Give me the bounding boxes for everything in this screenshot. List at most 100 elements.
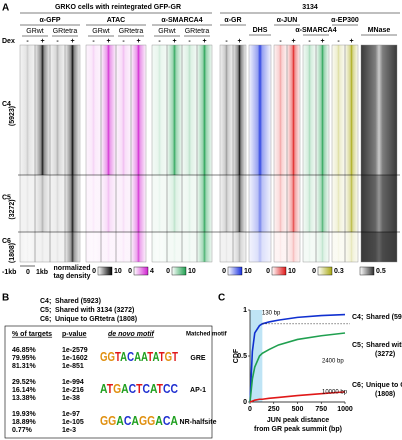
- dex-sign: -: [158, 38, 161, 45]
- dex-sign: +: [172, 38, 176, 45]
- heatmap: [233, 232, 246, 262]
- heatmap: [35, 45, 50, 175]
- heatmap-frame: [286, 44, 301, 263]
- heatmap: [249, 45, 271, 175]
- heatmap-frame: [344, 44, 359, 263]
- x-tick-label: 750: [315, 406, 327, 413]
- y-tick-label: 1: [243, 307, 247, 314]
- heatmap: [65, 175, 80, 232]
- heatmap: [233, 45, 246, 175]
- density-label: normalized: [54, 265, 91, 272]
- heatmap: [197, 232, 212, 262]
- y-tick-label: 0.5: [237, 353, 247, 360]
- series-name: Unique to GRtetra: [366, 382, 402, 389]
- heatmap: [50, 232, 65, 262]
- p-value: 1e-216: [62, 387, 84, 394]
- heatmap: [197, 175, 212, 232]
- dex-sign: +: [40, 38, 44, 45]
- heatmap: [86, 232, 101, 262]
- right-title: 3134: [302, 4, 318, 11]
- dex-sign: +: [202, 38, 206, 45]
- group-label: α-GFP: [39, 17, 60, 24]
- group-label: α-GR: [224, 17, 241, 24]
- heatmap: [167, 45, 182, 175]
- dex-sign: -: [92, 38, 95, 45]
- heatmap: [167, 232, 182, 262]
- colorbar-max: 4: [150, 268, 154, 275]
- heatmap: [332, 175, 345, 232]
- sample-label: GRwt: [92, 28, 110, 35]
- heatmap: [116, 45, 131, 175]
- heatmap: [101, 175, 116, 232]
- heatmap: [345, 232, 358, 262]
- colorbar-max: 10: [288, 268, 296, 275]
- heatmap: [131, 175, 146, 232]
- dex-sign: +: [136, 38, 140, 45]
- sample-label: GRwt: [26, 28, 44, 35]
- group-label: MNase: [368, 27, 391, 34]
- heatmap: [361, 45, 397, 175]
- heatmap: [35, 175, 50, 232]
- table-frame: [4, 325, 213, 439]
- dex-sign: +: [237, 38, 241, 45]
- heatmap: [287, 232, 300, 262]
- p-value: 1e-2579: [62, 347, 88, 354]
- heatmap: [220, 175, 233, 232]
- sample-label: GRtetra: [53, 28, 78, 35]
- heatmap: [152, 45, 167, 175]
- heatmap: [131, 45, 146, 175]
- heatmap: [101, 45, 116, 175]
- heatmap: [287, 45, 300, 175]
- heatmap: [361, 175, 397, 232]
- cluster-id: C5: [2, 194, 11, 201]
- heatmap: [20, 45, 35, 175]
- axis-label: 1kb: [36, 269, 48, 276]
- colorbar-min: 0: [266, 268, 270, 275]
- cdf-line: [249, 313, 346, 403]
- series-name: Shared with 3134: [366, 342, 402, 349]
- heatmap-frame: [196, 44, 213, 263]
- heatmap-frame: [232, 44, 247, 263]
- colorbar-min: 0: [312, 268, 316, 275]
- sample-label: GRwt: [158, 28, 176, 35]
- legend-id: C6;: [40, 316, 51, 323]
- target-pct: 29.52%: [12, 379, 37, 386]
- panel-label: C: [218, 293, 225, 304]
- colorbar-max: 0.3: [334, 268, 344, 275]
- legend-label: Shared with 3134 (3272): [55, 307, 134, 314]
- colorbar-max: 0.5: [376, 268, 386, 275]
- cluster-id: C4: [2, 101, 11, 108]
- dex-sign: +: [70, 38, 74, 45]
- p-value: 1e-1602: [62, 355, 88, 362]
- heatmap: [131, 232, 146, 262]
- colorbar: [171, 266, 187, 276]
- heatmap: [316, 175, 329, 232]
- group-label: ATAC: [107, 17, 125, 24]
- group-label: α-EP300: [331, 17, 359, 24]
- group-label: α-SMARCA4: [295, 27, 336, 34]
- heatmap: [167, 175, 182, 232]
- heatmap: [303, 232, 316, 262]
- table-header: de novo motif: [108, 331, 155, 338]
- heatmap: [65, 232, 80, 262]
- p-value: 1e-38: [62, 395, 80, 402]
- x-tick-label: 0: [248, 406, 252, 413]
- target-pct: 16.14%: [12, 387, 37, 394]
- dex-sign: -: [308, 38, 311, 45]
- legend-label: Shared (5923): [55, 298, 101, 305]
- cluster-count: (1808): [9, 243, 16, 263]
- target-pct: 81.31%: [12, 363, 37, 370]
- cluster-count: (3272): [9, 199, 16, 219]
- heatmap: [274, 45, 287, 175]
- heatmap-frame: [315, 44, 330, 263]
- legend-id: C4;: [40, 298, 51, 305]
- dex-sign: -: [225, 38, 228, 45]
- legend-label: Unique to GRtetra (1808): [55, 316, 137, 323]
- dex-sign: +: [106, 38, 110, 45]
- cluster-id: C6: [2, 238, 11, 245]
- heatmap-frame: [360, 44, 398, 263]
- x-axis-label: from GR peak summit (bp): [254, 426, 342, 433]
- dex-sign: -: [56, 38, 59, 45]
- dex-sign: -: [337, 38, 340, 45]
- heatmap: [101, 232, 116, 262]
